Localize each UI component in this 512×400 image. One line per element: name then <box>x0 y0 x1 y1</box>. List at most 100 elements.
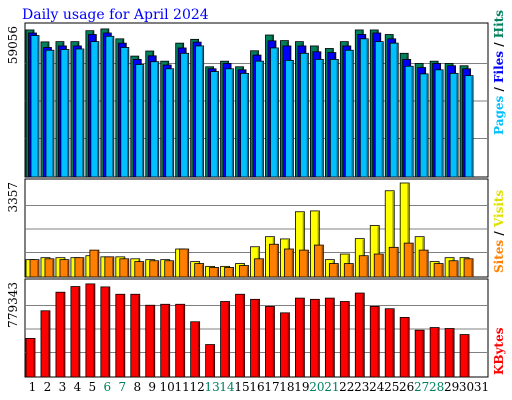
bar-kbytes-kbytes-day-25 <box>384 308 395 378</box>
bar-kbytes-kbytes-day-17 <box>265 306 275 378</box>
bar-kbytes-kbytes-day-24 <box>369 306 380 378</box>
bar-hits-pages-day-24 <box>374 41 384 178</box>
x-tick-label-day-17: 17 <box>264 380 279 394</box>
x-tick-label-day-8: 8 <box>133 380 141 394</box>
legend-text-hits: Pages / Files / Hits <box>492 10 506 135</box>
x-axis-labels: 1 2 3 4 5 6 7 8 9 10 11 12 13 14 15 16 17 18 19 20 21 22 23 24 2… <box>29 380 489 394</box>
bar-kbytes-kbytes-day-14 <box>220 301 230 378</box>
bar-hits-pages-day-25 <box>389 42 399 178</box>
bar-kbytes-kbytes-day-12 <box>190 321 201 378</box>
bar-visits-sites-day-28 <box>433 263 444 278</box>
x-tick-label-day-15: 15 <box>234 380 249 394</box>
bar-visits-sites-day-13 <box>209 267 220 278</box>
y-max-label-visits: 3357 <box>6 182 20 213</box>
bar-kbytes-kbytes-day-10 <box>160 303 171 378</box>
panel-hits: 59056 <box>6 22 489 178</box>
y-max-label-kbytes: 779343 <box>6 282 20 328</box>
bar-kbytes-kbytes-day-16 <box>250 298 260 378</box>
x-tick-label-day-26: 26 <box>399 380 414 394</box>
bar-kbytes-kbytes-day-15 <box>235 293 245 378</box>
bar-hits-pages-day-14 <box>225 68 234 178</box>
bar-kbytes-kbytes-day-29 <box>444 328 455 378</box>
bar-visits-sites-day-12 <box>194 263 205 278</box>
bar-hits-pages-day-16 <box>255 60 264 178</box>
x-tick-label-day-25: 25 <box>384 380 399 394</box>
x-tick-label-day-5: 5 <box>89 380 97 394</box>
x-tick-label-day-29: 29 <box>444 380 459 394</box>
bar-hits-pages-day-9 <box>150 61 160 178</box>
legend-separator: / <box>492 227 506 240</box>
x-tick-label-day-13: 13 <box>204 380 219 394</box>
bar-kbytes-kbytes-day-28 <box>429 327 440 378</box>
bar-kbytes-kbytes-day-4 <box>70 286 81 378</box>
bar-kbytes-kbytes-day-6 <box>100 286 111 378</box>
chart-legends: Pages / Files / Hits Sites / Visits KBytes <box>492 10 506 375</box>
x-tick-label-day-27: 27 <box>414 380 429 394</box>
legend-separator: / <box>492 83 506 96</box>
bar-hits-pages-day-18 <box>285 60 294 178</box>
bar-kbytes-kbytes-day-22 <box>339 301 350 378</box>
legend-entry-visits: Visits <box>492 190 506 229</box>
x-tick-label-day-9: 9 <box>148 380 156 394</box>
legend-hits: Pages / Files / Hits <box>492 10 506 135</box>
bar-hits-pages-day-26 <box>404 65 414 178</box>
bar-kbytes-kbytes-day-13 <box>205 344 216 378</box>
bar-hits-pages-day-27 <box>419 73 429 178</box>
legend-entry-files: Files <box>492 51 506 83</box>
x-tick-label-day-22: 22 <box>339 380 354 394</box>
bar-hits-pages-day-5 <box>90 41 100 178</box>
x-tick-label-day-30: 30 <box>459 380 474 394</box>
bar-visits-sites-day-16 <box>254 258 264 278</box>
bar-visits-sites-day-20 <box>313 244 324 278</box>
bar-hits-pages-day-4 <box>75 48 85 178</box>
legend-text-visits: Sites / Visits <box>492 190 506 273</box>
bar-hits-pages-day-15 <box>240 72 249 178</box>
bar-visits-sites-day-18 <box>284 248 294 278</box>
bar-hits-pages-day-8 <box>135 64 145 178</box>
legend-entry-sites: Sites <box>492 240 506 273</box>
bar-visits-sites-day-8 <box>134 261 145 278</box>
x-tick-label-day-18: 18 <box>279 380 294 394</box>
legend-kbytes: KBytes <box>492 327 506 375</box>
bar-hits-pages-day-23 <box>359 38 369 178</box>
bar-hits-pages-day-13 <box>210 71 220 178</box>
bar-kbytes-kbytes-day-19 <box>295 297 305 378</box>
bar-visits-sites-day-30 <box>463 258 474 278</box>
bar-kbytes-kbytes-day-30 <box>459 334 470 378</box>
bar-hits-pages-day-28 <box>434 69 444 178</box>
x-tick-label-day-21: 21 <box>324 380 339 394</box>
y-max-label-hits: 59056 <box>6 26 20 64</box>
x-tick-label-day-3: 3 <box>59 380 67 394</box>
bar-hits-pages-day-17 <box>270 47 279 178</box>
x-tick-label-day-24: 24 <box>369 380 385 394</box>
bar-hits-pages-day-10 <box>165 68 175 178</box>
legend-entry-pages: Pages <box>492 95 506 135</box>
bar-kbytes-kbytes-day-26 <box>399 317 410 378</box>
x-tick-label-day-16: 16 <box>249 380 264 394</box>
x-tick-label-day-20: 20 <box>309 380 324 394</box>
bar-kbytes-kbytes-day-27 <box>414 329 425 378</box>
bar-kbytes-kbytes-day-20 <box>309 298 320 378</box>
bar-hits-pages-day-3 <box>60 49 70 178</box>
bar-kbytes-kbytes-day-9 <box>145 304 156 378</box>
bar-visits-sites-day-14 <box>224 267 234 278</box>
x-tick-label-day-23: 23 <box>354 380 369 394</box>
legend-entry-kbytes: KBytes <box>492 327 506 375</box>
x-tick-label-day-4: 4 <box>74 380 82 394</box>
bar-kbytes-kbytes-day-23 <box>354 292 365 378</box>
x-tick-label-day-14: 14 <box>219 380 235 394</box>
bar-kbytes-kbytes-day-21 <box>324 297 335 378</box>
chart-title: Daily usage for April 2024 <box>22 7 209 23</box>
x-tick-label-day-6: 6 <box>104 380 112 394</box>
bar-visits-sites-day-11 <box>179 248 190 278</box>
bar-kbytes-kbytes-day-7 <box>115 293 126 378</box>
bar-hits-pages-day-22 <box>344 49 354 178</box>
bar-kbytes-kbytes-day-1 <box>25 338 36 378</box>
legend-entry-hits: Hits <box>492 10 506 38</box>
bar-hits-pages-day-7 <box>120 47 130 178</box>
bar-hits-pages-day-11 <box>180 52 190 178</box>
bar-hits-pages-day-21 <box>329 58 339 178</box>
bar-visits-sites-day-2 <box>44 258 55 278</box>
x-tick-label-day-10: 10 <box>160 380 175 394</box>
